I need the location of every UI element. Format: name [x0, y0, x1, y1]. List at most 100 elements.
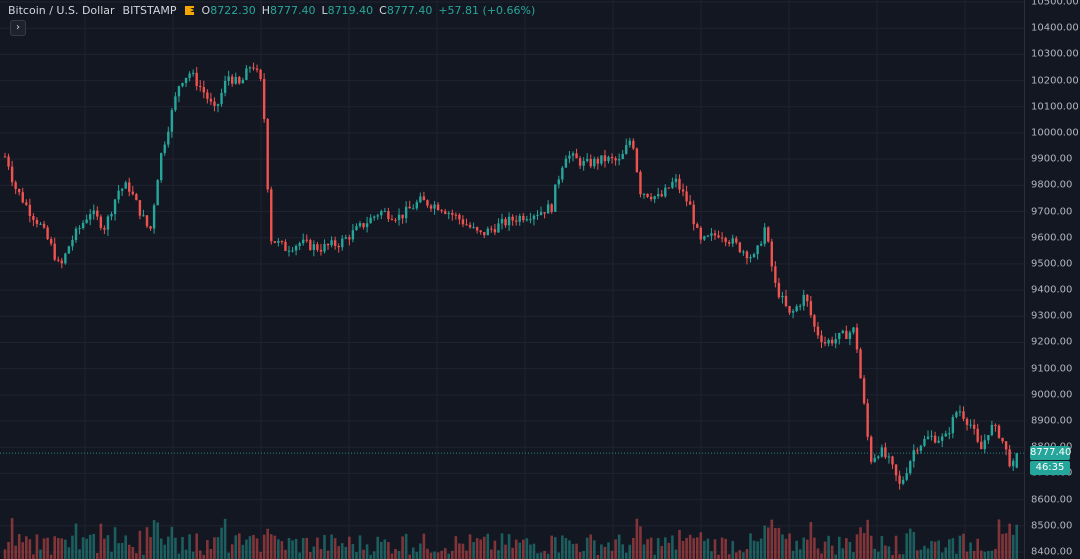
candle[interactable]	[81, 220, 85, 230]
candle[interactable]	[504, 216, 507, 228]
candle[interactable]	[674, 174, 678, 188]
candle[interactable]	[213, 97, 216, 112]
candle[interactable]	[145, 214, 149, 229]
candle[interactable]	[199, 80, 202, 92]
candle[interactable]	[635, 147, 639, 173]
candle[interactable]	[231, 74, 234, 87]
candle[interactable]	[223, 75, 227, 97]
candle[interactable]	[610, 153, 614, 164]
candle[interactable]	[720, 232, 724, 243]
candle[interactable]	[742, 249, 745, 256]
candle[interactable]	[976, 423, 979, 444]
candle[interactable]	[341, 235, 344, 251]
candle[interactable]	[32, 213, 35, 227]
candle[interactable]	[525, 215, 529, 222]
candle[interactable]	[7, 153, 10, 170]
candle[interactable]	[35, 217, 39, 228]
candle[interactable]	[571, 151, 575, 162]
candle[interactable]	[855, 323, 859, 353]
candle[interactable]	[330, 236, 333, 248]
candle[interactable]	[128, 177, 131, 197]
candle[interactable]	[870, 435, 873, 465]
candle[interactable]	[326, 243, 330, 250]
candle[interactable]	[270, 186, 273, 245]
candle[interactable]	[532, 214, 536, 226]
candle[interactable]	[926, 430, 930, 440]
candle[interactable]	[731, 234, 734, 248]
candle[interactable]	[96, 206, 99, 221]
candle[interactable]	[848, 330, 852, 346]
candle[interactable]	[767, 226, 770, 243]
candle[interactable]	[639, 170, 642, 198]
candle[interactable]	[621, 150, 624, 160]
candle[interactable]	[113, 198, 117, 221]
candle[interactable]	[60, 257, 63, 269]
candle[interactable]	[759, 241, 763, 247]
candle[interactable]	[554, 184, 557, 213]
candle[interactable]	[298, 241, 301, 251]
candle[interactable]	[238, 75, 241, 85]
candle[interactable]	[617, 153, 621, 166]
candle[interactable]	[568, 150, 571, 164]
price-axis[interactable]: 10500.00 10400.00 10300.00 10200.00 10100.00…	[1024, 0, 1080, 559]
candle[interactable]	[930, 430, 933, 441]
candle[interactable]	[600, 155, 603, 166]
symbol-name[interactable]: Bitcoin / U.S. Dollar	[8, 3, 115, 17]
candle[interactable]	[649, 193, 653, 202]
candle[interactable]	[752, 252, 756, 258]
candle[interactable]	[490, 225, 493, 233]
candle[interactable]	[337, 243, 340, 253]
candle[interactable]	[518, 213, 521, 226]
candle[interactable]	[845, 325, 848, 340]
candle[interactable]	[195, 66, 198, 91]
candle[interactable]	[944, 430, 947, 437]
candle[interactable]	[408, 200, 411, 209]
candle[interactable]	[266, 117, 269, 193]
candle[interactable]	[738, 241, 742, 254]
candle[interactable]	[1015, 453, 1018, 469]
candle[interactable]	[642, 193, 646, 199]
candle[interactable]	[724, 236, 727, 247]
candle[interactable]	[511, 214, 514, 226]
candle[interactable]	[997, 424, 1001, 439]
candle[interactable]	[692, 200, 695, 231]
candle[interactable]	[436, 202, 440, 211]
candle[interactable]	[245, 65, 248, 81]
candle[interactable]	[316, 241, 319, 252]
candle[interactable]	[110, 211, 113, 221]
candle[interactable]	[660, 190, 663, 198]
candle[interactable]	[898, 470, 901, 490]
candle[interactable]	[799, 303, 802, 311]
candle[interactable]	[784, 289, 788, 308]
candle[interactable]	[149, 225, 152, 231]
candle[interactable]	[901, 476, 905, 486]
candle[interactable]	[717, 230, 720, 239]
candle[interactable]	[593, 156, 596, 169]
candle[interactable]	[539, 206, 543, 216]
candle[interactable]	[483, 232, 486, 239]
candle[interactable]	[117, 185, 120, 204]
candle[interactable]	[387, 207, 390, 222]
candle[interactable]	[394, 217, 397, 223]
candle[interactable]	[522, 212, 525, 223]
candle[interactable]	[248, 66, 252, 73]
candle[interactable]	[46, 225, 49, 241]
candle[interactable]	[380, 209, 383, 220]
candle[interactable]	[827, 338, 830, 347]
candle[interactable]	[206, 89, 209, 104]
candle[interactable]	[358, 220, 362, 228]
candle[interactable]	[426, 199, 429, 208]
candle[interactable]	[806, 294, 809, 307]
candle[interactable]	[866, 398, 869, 441]
candle[interactable]	[397, 208, 401, 226]
candle[interactable]	[770, 238, 773, 272]
candle[interactable]	[1012, 458, 1015, 471]
candle[interactable]	[10, 160, 14, 187]
candle[interactable]	[323, 239, 326, 254]
candle[interactable]	[365, 216, 369, 233]
candle[interactable]	[227, 70, 230, 86]
candle[interactable]	[429, 203, 433, 212]
candle[interactable]	[841, 329, 844, 334]
candle[interactable]	[167, 126, 170, 148]
